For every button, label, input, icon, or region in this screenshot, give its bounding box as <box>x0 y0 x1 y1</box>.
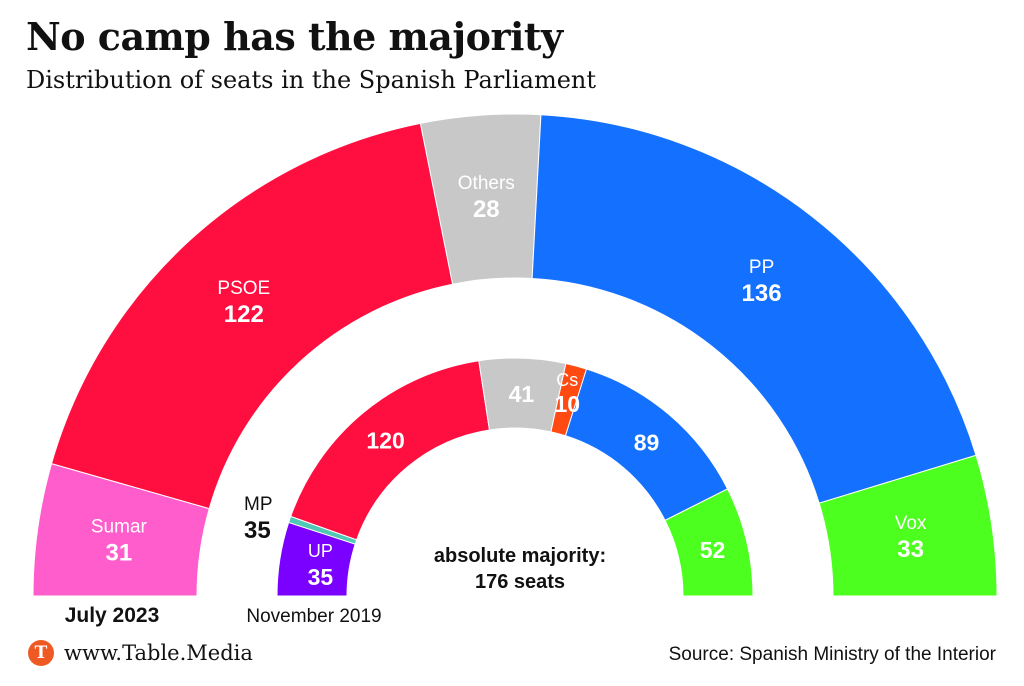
website-link[interactable]: www.Table.Media <box>64 641 253 665</box>
mp-callout-name: MP <box>244 494 273 515</box>
majority-annotation-line-2: 176 seats <box>475 571 565 593</box>
inner-label-cs-value: 10 <box>554 391 580 417</box>
inner-ring-november-2019 <box>276 357 754 597</box>
outer-label-others-value: 28 <box>473 196 500 223</box>
majority-annotation-line-1: absolute majority: <box>434 545 606 567</box>
brand: T www.Table.Media <box>28 640 253 666</box>
outer-label-pp-name: PP <box>749 257 774 278</box>
outer-label-others-name: Others <box>458 173 515 194</box>
chart-subtitle: Distribution of seats in the Spanish Par… <box>26 66 596 94</box>
inner-segment-seg-6 <box>664 488 754 597</box>
inner-label-seg-2-value: 120 <box>366 428 404 454</box>
outer-ring-july-2023 <box>32 113 998 597</box>
outer-segment-pp <box>531 114 977 504</box>
table-media-logo-icon: T <box>28 640 54 666</box>
inner-label-up-value: 35 <box>308 564 334 590</box>
outer-label-sumar-name: Sumar <box>91 517 148 538</box>
outer-label-sumar-value: 31 <box>106 540 133 567</box>
outer-segment-psoe <box>50 122 454 510</box>
outer-segment-vox <box>818 454 998 597</box>
outer-label-pp-value: 136 <box>742 280 782 307</box>
mp-callout-value: 35 <box>244 517 271 544</box>
inner-ring-label: November 2019 <box>246 606 381 627</box>
inner-label-seg-3-value: 41 <box>509 381 535 407</box>
outer-label-vox-name: Vox <box>895 513 927 534</box>
outer-label-psoe-name: PSOE <box>217 278 270 299</box>
inner-label-up-name: UP <box>308 541 333 561</box>
source-note: Source: Spanish Ministry of the Interior <box>668 644 996 665</box>
inner-label-seg-6-value: 52 <box>700 537 726 563</box>
chart-title: No camp has the majority <box>26 14 563 59</box>
outer-label-vox-value: 33 <box>897 536 924 563</box>
inner-label-cs-name: Cs <box>556 370 578 390</box>
outer-label-psoe-value: 122 <box>224 301 264 328</box>
outer-ring-label: July 2023 <box>65 604 160 627</box>
inner-label-seg-5-value: 89 <box>634 429 660 455</box>
